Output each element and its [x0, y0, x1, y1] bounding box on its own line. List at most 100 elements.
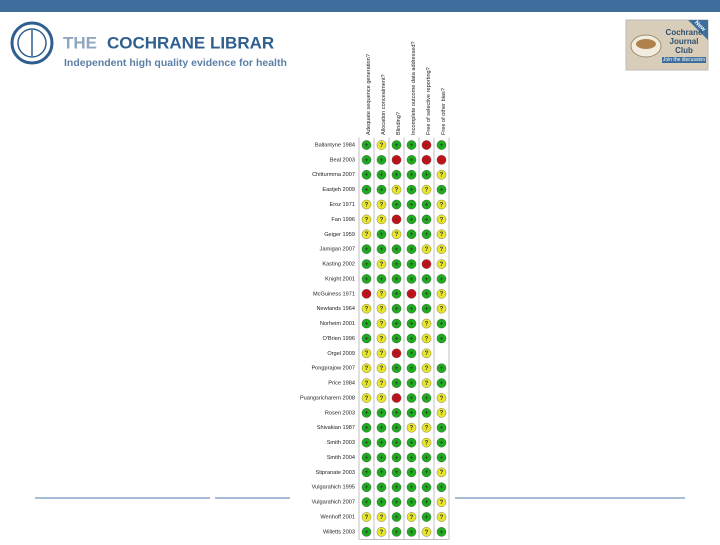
- judgment-dot: [391, 155, 402, 165]
- study-label: Smith 2004: [327, 455, 355, 461]
- corner: [688, 20, 708, 40]
- judgment-symbol: +: [395, 173, 399, 179]
- judgment-dot: [421, 259, 432, 269]
- judgment-dot: [361, 274, 372, 284]
- judgment-dot: [361, 527, 372, 537]
- judgment-symbol: +: [395, 470, 399, 476]
- judgment-dot: [376, 482, 387, 492]
- judgment-symbol: +: [365, 173, 369, 179]
- judgment-symbol: +: [395, 277, 399, 283]
- judgment-symbol: +: [395, 411, 399, 417]
- judgment-symbol: +: [380, 247, 384, 253]
- judgment-dot: [436, 244, 447, 254]
- judgment-symbol: +: [410, 143, 414, 149]
- judgment-symbol: ?: [440, 262, 444, 268]
- judgment-symbol: -: [426, 143, 428, 149]
- judgment-dot: [436, 214, 447, 225]
- judgment-symbol: +: [380, 455, 384, 461]
- judgment-dot: [376, 527, 387, 537]
- judgment-symbol: +: [425, 411, 429, 417]
- judgment-symbol: +: [395, 440, 399, 446]
- study-label: Smith 2003: [327, 440, 355, 446]
- judgment-symbol: +: [395, 366, 399, 372]
- judgment-dot: [376, 437, 387, 448]
- judgment-symbol: -: [366, 292, 368, 298]
- judgment-dot: [436, 467, 447, 478]
- judgment-symbol: ?: [365, 217, 369, 223]
- judgment-symbol: +: [365, 277, 369, 283]
- judgment-dot: [406, 512, 417, 522]
- judgment-dot: [376, 303, 387, 314]
- judgment-symbol: ?: [365, 307, 369, 313]
- judgment-symbol: +: [425, 173, 429, 179]
- judgment-symbol: +: [410, 396, 414, 402]
- judgment-symbol: ?: [380, 351, 384, 357]
- judgment-dot: [361, 378, 372, 388]
- judgment-dot: [376, 333, 387, 344]
- coffee: [636, 39, 656, 49]
- judgment-dot: [376, 140, 387, 150]
- judgment-dot: [361, 289, 372, 299]
- judgment-dot: [421, 467, 432, 478]
- judgment-symbol: ?: [425, 188, 429, 194]
- judgment-symbol: +: [365, 455, 369, 461]
- judgment-symbol: +: [365, 530, 369, 536]
- judgment-dot: [406, 244, 417, 254]
- judgment-symbol: +: [410, 232, 414, 238]
- judgment-symbol: ?: [440, 470, 444, 476]
- judgment-dot: [376, 452, 387, 463]
- logo: [10, 21, 54, 65]
- judgment-symbol: +: [380, 426, 384, 432]
- judgment-symbol: +: [425, 292, 429, 298]
- judgment-symbol: +: [410, 247, 414, 253]
- judgment-symbol: +: [365, 158, 369, 164]
- judgment-symbol: +: [365, 143, 369, 149]
- judgment-dot: [361, 363, 372, 373]
- study-label: Knight 2001: [325, 276, 355, 282]
- judgment-dot: [421, 214, 432, 225]
- judgment-dot: [406, 497, 417, 507]
- judgment-dot: [376, 229, 387, 240]
- study-label: Eroz 1971: [330, 202, 356, 208]
- judgment-symbol: +: [410, 217, 414, 223]
- judgment-symbol: +: [410, 500, 414, 506]
- judgment-symbol: +: [440, 143, 444, 149]
- judgment-symbol: +: [395, 426, 399, 432]
- judgment-dot: [391, 318, 402, 329]
- judgment-dot: [376, 512, 387, 522]
- judgment-dot: [436, 199, 447, 210]
- judgment-symbol: +: [410, 202, 414, 208]
- judgment-dot: [421, 244, 432, 254]
- judgment-symbol: ?: [440, 396, 444, 402]
- judgment-dot: [361, 422, 372, 433]
- judgment-symbol: +: [380, 277, 384, 283]
- judgment-dot: [361, 437, 372, 448]
- logo-ring: [10, 21, 54, 65]
- judgment-symbol: ?: [440, 173, 444, 179]
- judgment-dot: [421, 393, 432, 403]
- column-header: Allocation concealment?: [381, 74, 387, 135]
- judgment-dot: [376, 259, 387, 269]
- judgment-symbol: -: [396, 351, 398, 357]
- judgment-dot: [361, 214, 372, 225]
- judgment-dot: [391, 467, 402, 478]
- judgment-symbol: +: [395, 307, 399, 313]
- judgment-dot: [376, 408, 387, 418]
- judgment-dot: [406, 363, 417, 373]
- judgment-dot: [406, 199, 417, 210]
- judgment-symbol: +: [365, 336, 369, 342]
- judgment-dot: [406, 274, 417, 284]
- judgment-symbol: +: [410, 485, 414, 491]
- judgment-dot: [376, 422, 387, 433]
- judgment-dot: [406, 303, 417, 314]
- judgment-dot: [406, 437, 417, 448]
- judgment-symbol: ?: [365, 232, 369, 238]
- judgment-symbol: ?: [425, 366, 429, 372]
- judgment-symbol: ?: [380, 262, 384, 268]
- judgment-symbol: ?: [380, 292, 384, 298]
- judgment-dot: [361, 318, 372, 329]
- judgment-symbol: ?: [380, 307, 384, 313]
- judgment-symbol: +: [410, 470, 414, 476]
- judgment-symbol: +: [440, 530, 444, 536]
- judgment-dot: [406, 318, 417, 329]
